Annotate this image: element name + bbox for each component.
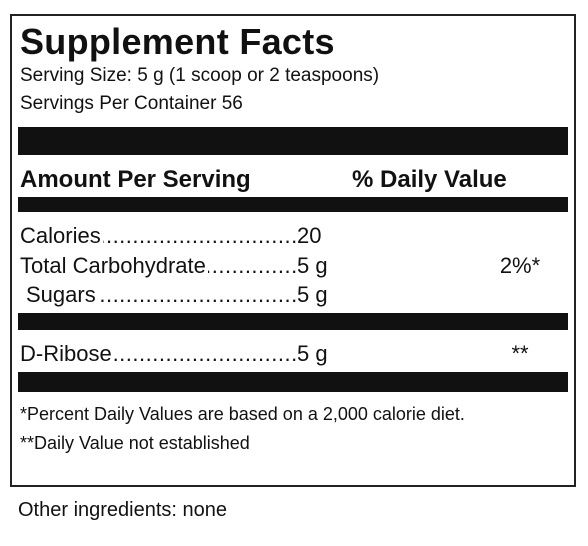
nutrient-name: Calories (20, 223, 103, 249)
nutrient-amount: 5 g (297, 341, 328, 366)
divider-bar (18, 372, 568, 392)
nutrient-amount: 5 g (297, 282, 328, 307)
daily-value: ** (511, 341, 529, 366)
nutrient-name: Total Carbohydrate (20, 253, 208, 279)
title: Supplement Facts (20, 21, 335, 62)
nutrient-row: Calories 20 (20, 223, 560, 249)
nutrient-amount: 5 g (297, 253, 328, 278)
divider-bar (18, 313, 568, 330)
nutrient-row: Sugars 5 g (20, 282, 560, 308)
amount-header: Amount Per Serving (20, 166, 251, 193)
divider-bar (18, 127, 568, 155)
nutrient-amount: 20 (297, 223, 322, 248)
nutrient-name: D-Ribose (20, 341, 114, 367)
footnote: **Daily Value not established (20, 433, 250, 453)
divider-bar (18, 197, 568, 212)
daily-value: 2%* (499, 253, 541, 278)
facts-panel (10, 14, 576, 487)
other-ingredients: Other ingredients: none (18, 499, 228, 521)
daily-value-header: % Daily Value (352, 166, 507, 193)
servings-per-container: Servings Per Container 56 (20, 93, 243, 114)
nutrient-row: Total Carbohydrate 5 g 2%* (20, 253, 560, 279)
serving-size: Serving Size: 5 g (1 scoop or 2 teaspoon… (20, 65, 380, 86)
footnote: *Percent Daily Values are based on a 2,0… (20, 404, 465, 424)
nutrient-row: D-Ribose 5 g ** (20, 341, 560, 367)
nutrient-name: Sugars (20, 282, 98, 308)
